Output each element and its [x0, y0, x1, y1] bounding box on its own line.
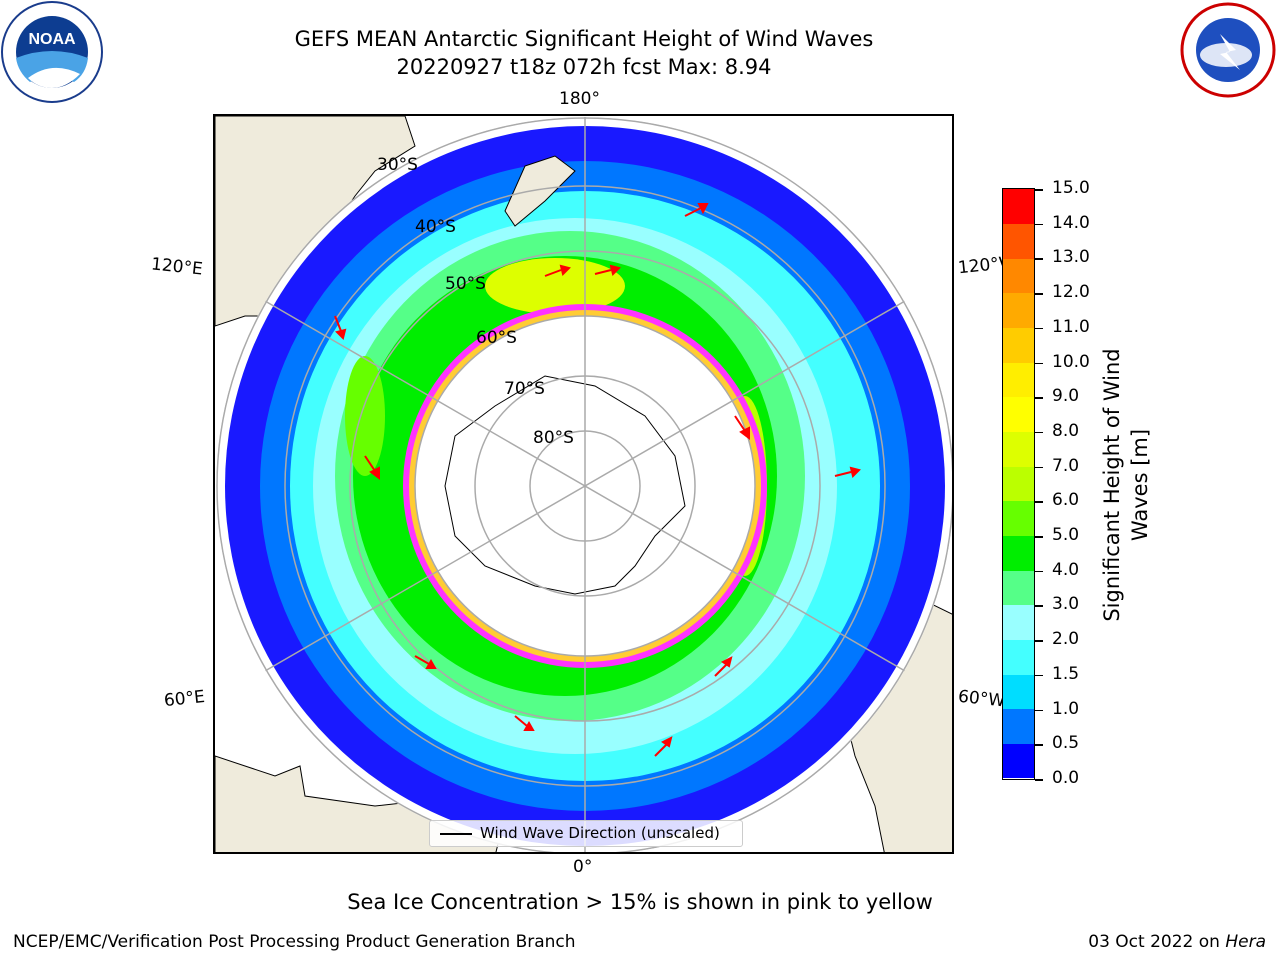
colorbar-segment: [1003, 362, 1034, 398]
colorbar-segment: [1003, 292, 1034, 329]
colorbar-tick-label: 10.0: [1052, 351, 1090, 372]
chart-title: GEFS MEAN Antarctic Significant Height o…: [294, 27, 874, 51]
polar-map: 30°S 40°S 50°S 60°S 70°S 80°S: [215, 116, 952, 852]
lat-label-30s: 30°S: [377, 155, 418, 175]
legend-label: Wind Wave Direction (unscaled): [480, 824, 720, 842]
wave-direction-arrows: [334, 203, 861, 757]
colorbar-tick-mark: [1035, 293, 1043, 295]
colorbar-segment: [1003, 604, 1034, 640]
svg-text:NOAA: NOAA: [28, 31, 76, 48]
colorbar-tick-label: 2.0: [1052, 629, 1080, 650]
lon-label-120w: 120°W: [957, 253, 1005, 279]
map-legend: Wind Wave Direction (unscaled): [429, 820, 743, 847]
lat-label-70s: 70°S: [504, 379, 545, 399]
colorbar-tick-label: 0.0: [1052, 768, 1080, 788]
colorbar-tick-label: 9.0: [1052, 386, 1080, 407]
chart-subtitle: 20220927 t18z 072h fcst Max: 8.94: [396, 55, 772, 79]
colorbar-tick-label: 4.0: [1052, 559, 1080, 580]
colorbar-segment: [1003, 674, 1034, 710]
colorbar-tick-mark: [1035, 223, 1043, 226]
colorbar-tick-label: 6.0: [1052, 490, 1080, 511]
antarctica-land: [444, 375, 686, 595]
legend-line-sample: [440, 833, 472, 835]
colorbar-tick-mark: [1035, 258, 1043, 260]
colorbar-segment: [1003, 639, 1034, 675]
colorbar-segment: [1003, 500, 1034, 536]
colorbar-segment: [1003, 743, 1034, 779]
lat-label-80s: 80°S: [533, 428, 574, 448]
colorbar-segment: [1003, 535, 1034, 571]
new-zealand-land: [504, 155, 576, 227]
lon-label-120e: 120°E: [150, 254, 204, 280]
colorbar-tick-label: 8.0: [1052, 420, 1080, 441]
colorbar-tick-mark: [1035, 397, 1043, 399]
colorbar-tick-mark: [1035, 570, 1043, 573]
lon-label-0: 0°: [573, 857, 593, 877]
colorbar-segment: [1003, 327, 1034, 363]
lon-label-60e: 60°E: [163, 686, 206, 712]
lat-label-60s: 60°S: [476, 328, 517, 348]
lat-label-50s: 50°S: [445, 274, 486, 294]
noaa-logo: NOAA: [1, 1, 103, 103]
colorbar-tick-mark: [1035, 431, 1043, 434]
colorbar-tick-mark: [1035, 709, 1043, 712]
colorbar-tick-mark: [1035, 362, 1043, 365]
nws-logo: [1180, 2, 1276, 98]
colorbar-tick-mark: [1035, 744, 1043, 746]
colorbar-tick-mark: [1035, 674, 1043, 677]
footer-date: 03 Oct 2022 on Hera: [1088, 932, 1266, 952]
colorbar-tick-label: 0.5: [1052, 733, 1080, 754]
colorbar-tick-label: 12.0: [1052, 282, 1090, 303]
colorbar-tick-label: 5.0: [1052, 525, 1080, 546]
colorbar-title: Significant Height of Wind Waves [m]: [1100, 348, 1152, 622]
colorbar-segment: [1003, 466, 1034, 502]
colorbar-segment: [1003, 570, 1034, 606]
colorbar-tick-label: 11.0: [1052, 316, 1090, 337]
lat-label-40s: 40°S: [415, 217, 456, 237]
colorbar-tick-label: 13.0: [1052, 247, 1090, 268]
colorbar-segment: [1003, 189, 1034, 225]
footer-credit: NCEP/EMC/Verification Post Processing Pr…: [13, 932, 576, 952]
colorbar-segment: [1003, 396, 1034, 433]
colorbar-tick-mark: [1035, 189, 1043, 191]
lon-label-180: 180°: [559, 89, 600, 109]
colorbar-segment: [1003, 258, 1034, 294]
colorbar-tick-label: 1.5: [1052, 663, 1080, 684]
sea-ice-caption: Sea Ice Concentration > 15% is shown in …: [347, 890, 933, 914]
colorbar-tick-mark: [1035, 779, 1043, 781]
colorbar-tick-label: 7.0: [1052, 455, 1080, 476]
colorbar: [1002, 188, 1035, 780]
lon-label-60w: 60°W: [957, 686, 1005, 712]
colorbar-segment: [1003, 223, 1034, 259]
colorbar-tick-mark: [1035, 640, 1043, 642]
colorbar-tick-label: 15.0: [1052, 178, 1090, 198]
colorbar-tick-mark: [1035, 605, 1043, 607]
colorbar-segment: [1003, 431, 1034, 467]
colorbar-tick-mark: [1035, 536, 1043, 538]
colorbar-tick-mark: [1035, 327, 1043, 330]
colorbar-tick-label: 14.0: [1052, 212, 1090, 233]
colorbar-tick-label: 1.0: [1052, 698, 1080, 719]
colorbar-tick-mark: [1035, 501, 1043, 503]
footer-machine: Hera: [1225, 932, 1266, 952]
colorbar-tick-label: 3.0: [1052, 594, 1080, 615]
footer-date-text: 03 Oct 2022 on: [1088, 932, 1220, 952]
map-panel: 30°S 40°S 50°S 60°S 70°S 80°S Wind Wave …: [213, 114, 954, 854]
colorbar-segment: [1003, 708, 1034, 744]
colorbar-tick-mark: [1035, 466, 1043, 469]
